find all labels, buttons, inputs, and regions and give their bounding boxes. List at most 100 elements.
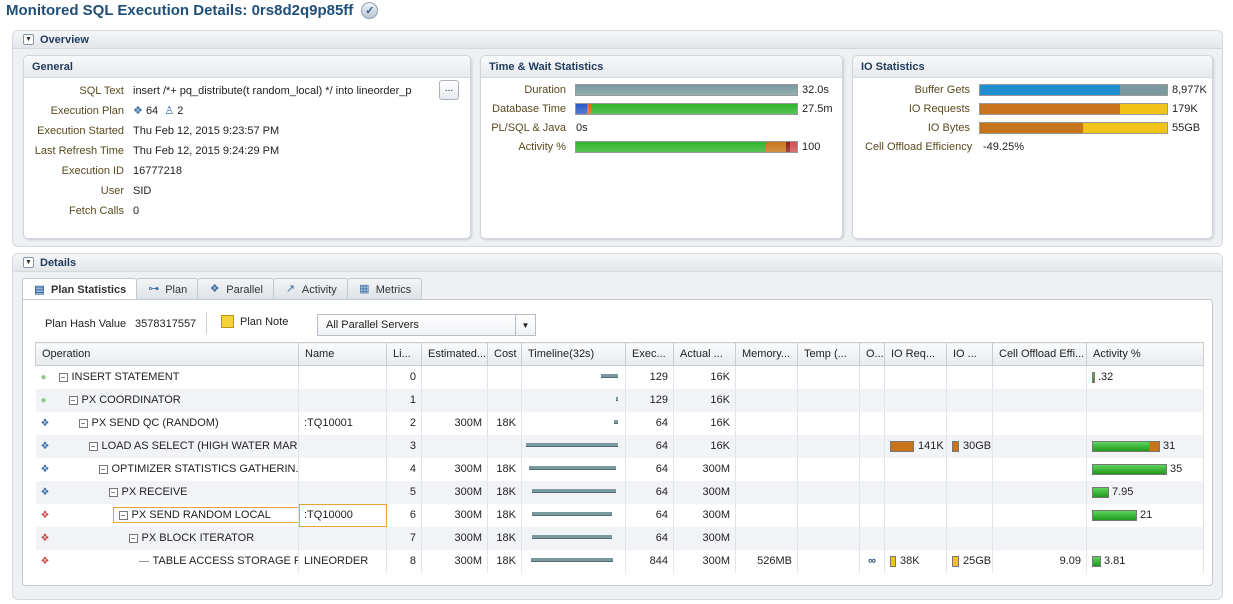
- tab-plan-statistics[interactable]: ▤ Plan Statistics: [22, 278, 138, 301]
- io-bytes-value: 25GB: [963, 555, 992, 567]
- general-field-row: Execution ID 16777218: [24, 164, 464, 178]
- table-row[interactable]: ❖ TABLE ACCESS STORAGE F... LINEORDER 8 300M…: [35, 549, 1204, 573]
- overview-header[interactable]: ▼ Overview: [13, 31, 1222, 49]
- operation-node[interactable]: TABLE ACCESS STORAGE F...: [138, 555, 298, 567]
- operation-node[interactable]: − PX RECEIVE: [108, 486, 188, 498]
- field-label: Execution Plan: [50, 105, 124, 117]
- coordinator-icon: ●: [40, 371, 47, 383]
- field-value: Thu Feb 12, 2015 9:24:29 PM: [133, 145, 280, 157]
- column-header[interactable]: Exec...: [625, 342, 674, 366]
- collapse-node-icon[interactable]: −: [118, 510, 128, 520]
- tab-plan[interactable]: ⊶ Plan: [136, 278, 199, 300]
- operation-node[interactable]: − LOAD AS SELECT (HIGH WATER MAR...: [88, 440, 298, 452]
- actual-rows-cell: 300M: [673, 526, 736, 550]
- time-stat-bar: [575, 141, 798, 153]
- operation-node[interactable]: − INSERT STATEMENT: [58, 371, 179, 383]
- column-header[interactable]: Cost: [487, 342, 522, 366]
- io-requests-cell: [884, 388, 947, 412]
- io-stat-value: 179K: [1172, 103, 1198, 115]
- operation-node[interactable]: − OPTIMIZER STATISTICS GATHERIN...: [98, 463, 299, 475]
- table-row[interactable]: ❖ − PX RECEIVE 5 300M 18K 64 300M 7.95: [35, 480, 1204, 504]
- table-row[interactable]: ❖ − LOAD AS SELECT (HIGH WATER MAR... 3 64 16…: [35, 434, 1204, 458]
- estimated-rows-cell: [421, 388, 488, 412]
- operation-node[interactable]: − PX SEND QC (RANDOM): [78, 417, 219, 429]
- column-header[interactable]: O...: [859, 342, 885, 366]
- general-title: General: [24, 56, 470, 78]
- collapse-icon[interactable]: ▼: [23, 257, 34, 268]
- cell-offload-cell: [992, 457, 1087, 481]
- operation-cell: ❖ − OPTIMIZER STATISTICS GATHERIN...: [35, 457, 299, 481]
- operation-name: PX SEND QC (RANDOM): [91, 417, 219, 429]
- column-header[interactable]: Name: [298, 342, 387, 366]
- sql-text-more-button[interactable]: ...: [439, 80, 459, 100]
- collapse-icon[interactable]: ▼: [23, 34, 34, 45]
- check-icon[interactable]: ✓: [361, 2, 379, 19]
- column-header[interactable]: Timeline(32s): [521, 342, 626, 366]
- activity-bar: [1092, 440, 1160, 452]
- column-header[interactable]: Temp (...: [797, 342, 860, 366]
- memory-cell: [735, 480, 798, 504]
- operation-node[interactable]: − PX COORDINATOR: [68, 394, 181, 406]
- timeline-cell: [521, 549, 626, 573]
- collapse-node-icon[interactable]: −: [58, 372, 68, 382]
- note-icon: [221, 315, 234, 328]
- operation-name: OPTIMIZER STATISTICS GATHERIN...: [111, 463, 299, 475]
- column-header[interactable]: Actual ...: [673, 342, 736, 366]
- cell-offload-cell: [992, 480, 1087, 504]
- line-cell: 3: [386, 434, 422, 458]
- cell-offload-cell: [992, 365, 1087, 389]
- details-header[interactable]: ▼ Details: [13, 254, 1222, 272]
- timeline-bar: [601, 374, 618, 378]
- other-cell: [859, 365, 885, 389]
- binoculars-icon[interactable]: ∞: [868, 555, 876, 567]
- cell-offload-cell: [992, 411, 1087, 435]
- operation-name: PX COORDINATOR: [81, 394, 181, 406]
- column-header[interactable]: Estimated...: [421, 342, 488, 366]
- cell-offload-cell: 9.09: [992, 549, 1087, 573]
- chevron-down-icon[interactable]: ▼: [515, 315, 535, 335]
- cost-cell: [487, 365, 522, 389]
- temp-cell: [797, 434, 860, 458]
- column-header[interactable]: Li...: [386, 342, 422, 366]
- field-label: Execution Started: [37, 125, 124, 137]
- column-header[interactable]: Memory...: [735, 342, 798, 366]
- estimated-rows-cell: 300M: [421, 480, 488, 504]
- table-row[interactable]: ❖ − OPTIMIZER STATISTICS GATHERIN... 4 300M 1…: [35, 457, 1204, 481]
- memory-cell: [735, 526, 798, 550]
- column-header[interactable]: Activity %: [1086, 342, 1204, 366]
- column-header[interactable]: IO Req...: [884, 342, 947, 366]
- plan-note-button[interactable]: Plan Note: [221, 315, 288, 328]
- io-stat-bar: [979, 122, 1168, 134]
- collapse-node-icon[interactable]: −: [128, 533, 138, 543]
- column-header[interactable]: IO ...: [946, 342, 993, 366]
- table-icon: ▤: [34, 283, 45, 296]
- parallel-server-select[interactable]: All Parallel Servers ▼: [317, 314, 536, 336]
- collapse-node-icon[interactable]: −: [98, 464, 108, 474]
- executions-cell: 64: [625, 526, 674, 550]
- operation-node[interactable]: − PX BLOCK ITERATOR: [128, 532, 254, 544]
- tab-parallel[interactable]: ❖ Parallel: [197, 278, 274, 300]
- activity-cell: 7.95: [1086, 480, 1204, 504]
- table-row[interactable]: ● − INSERT STATEMENT 0 129 16K .32: [35, 365, 1204, 389]
- timeline-bar: [531, 488, 617, 493]
- temp-cell: [797, 480, 860, 504]
- timeline-bar: [530, 557, 614, 562]
- collapse-node-icon[interactable]: −: [108, 487, 118, 497]
- io-stat-label: Cell Offload Efficiency: [865, 141, 973, 153]
- column-header[interactable]: Operation: [35, 342, 299, 366]
- table-row[interactable]: ❖ − PX SEND RANDOM LOCAL:TQ10000 6 300M 18K 64…: [35, 503, 1204, 527]
- collapse-node-icon[interactable]: −: [78, 418, 88, 428]
- column-header[interactable]: Cell Offload Effi...: [992, 342, 1087, 366]
- memory-cell: [735, 411, 798, 435]
- io-bytes-cell: [946, 503, 993, 527]
- table-row[interactable]: ❖ − PX BLOCK ITERATOR 7 300M 18K 64 300M: [35, 526, 1204, 550]
- operation-node[interactable]: − PX SEND RANDOM LOCAL: [112, 507, 298, 523]
- tab-metrics[interactable]: ▦ Metrics: [346, 278, 423, 300]
- cell-offload-cell: [992, 434, 1087, 458]
- collapse-node-icon[interactable]: −: [68, 395, 78, 405]
- table-row[interactable]: ❖ − PX SEND QC (RANDOM):TQ10001 2 300M 18K 64 1…: [35, 411, 1204, 435]
- tab-activity[interactable]: ↗ Activity: [272, 278, 348, 300]
- collapse-node-icon[interactable]: −: [88, 441, 98, 451]
- timeline-bar: [531, 534, 613, 539]
- table-row[interactable]: ● − PX COORDINATOR 1 129 16K: [35, 388, 1204, 412]
